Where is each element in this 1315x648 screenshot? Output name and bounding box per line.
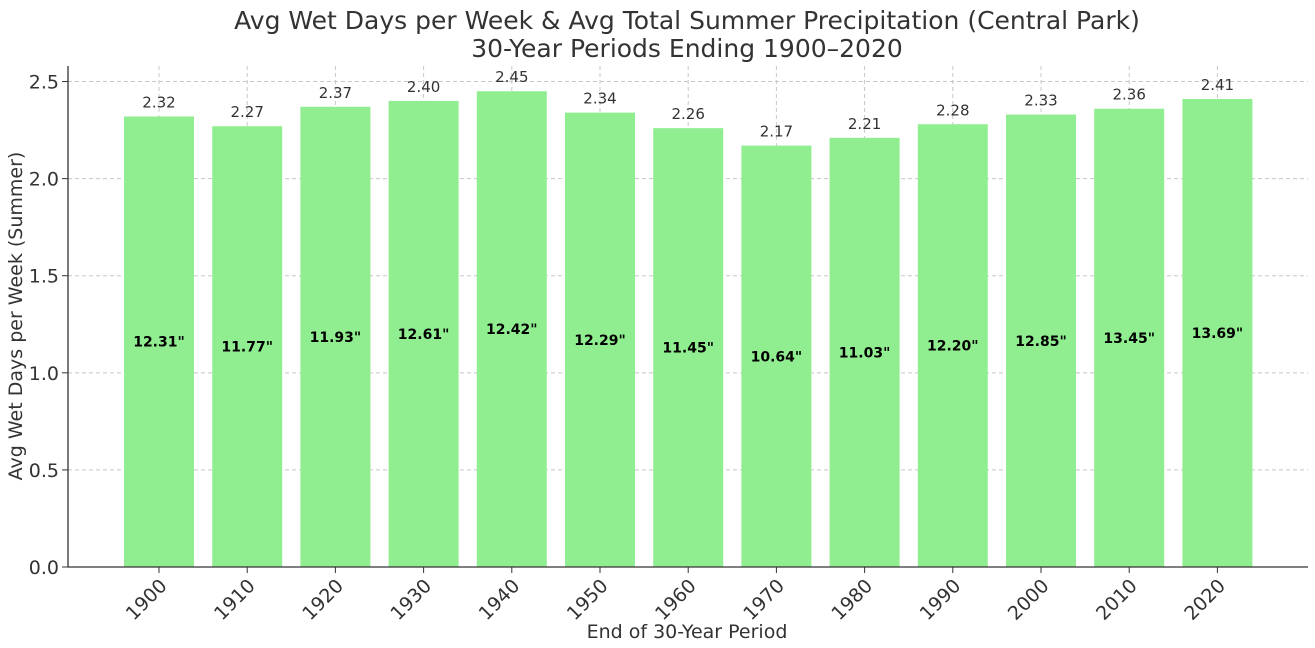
bar-precip-label: 12.20" — [927, 339, 979, 355]
bar-precip-label: 11.77" — [221, 340, 273, 356]
x-tick-label: 1990 — [916, 575, 966, 625]
bar-value-label: 2.40 — [407, 78, 440, 96]
bar — [653, 128, 724, 568]
bar-value-label: 2.45 — [495, 68, 528, 86]
bar-precip-label: 11.93" — [310, 330, 362, 346]
x-tick-label: 1900 — [122, 575, 172, 625]
chart-title: Avg Wet Days per Week & Avg Total Summer… — [234, 6, 1140, 35]
bar — [388, 100, 459, 567]
y-tick-label: 2.5 — [29, 72, 59, 94]
bar-precip-label: 12.29" — [574, 333, 626, 349]
bar — [212, 126, 283, 567]
y-tick-label: 1.0 — [29, 363, 59, 385]
bar-value-label: 2.37 — [319, 84, 352, 102]
x-tick-label: 2000 — [1004, 575, 1054, 625]
bar-precip-label: 10.64" — [751, 349, 803, 365]
bar-precip-label: 13.45" — [1103, 331, 1155, 347]
x-tick-label: 2020 — [1180, 575, 1230, 625]
x-tick-label: 1910 — [210, 575, 260, 625]
bar-labels: 2.32 12.31" 2.27 11.77" 2.37 11.93" 2.40 12.61"… — [133, 68, 1243, 365]
y-tick-label: 1.5 — [29, 266, 59, 288]
y-tick-label: 0.0 — [29, 557, 59, 579]
y-tick-label: 2.0 — [29, 169, 59, 191]
bars — [124, 91, 1253, 568]
bar — [124, 116, 194, 567]
bar — [565, 112, 635, 568]
bar — [1182, 99, 1253, 567]
x-tick-label: 1930 — [386, 575, 436, 625]
bar-value-label: 2.28 — [936, 101, 969, 119]
bar — [476, 91, 547, 567]
bar-precip-label: 12.42" — [486, 322, 538, 338]
x-tick-label: 1950 — [563, 575, 613, 625]
bar — [741, 145, 812, 567]
bar-value-label: 2.34 — [583, 90, 616, 108]
x-tick-label: 1960 — [651, 575, 701, 625]
y-tick-label: 0.5 — [29, 460, 59, 482]
bar-value-label: 2.33 — [1024, 92, 1057, 110]
x-tick-label: 1980 — [827, 575, 877, 625]
bar-value-label: 2.32 — [142, 93, 175, 111]
bar-precip-label: 12.85" — [1015, 334, 1067, 350]
chart-subtitle: 30-Year Periods Ending 1900–2020 — [471, 34, 903, 63]
x-tick-label: 2010 — [1092, 575, 1142, 625]
bar-precip-label: 11.45" — [662, 341, 714, 357]
x-axis-label: End of 30-Year Period — [587, 621, 788, 643]
bar-value-label: 2.27 — [230, 103, 263, 121]
bar-value-label: 2.21 — [848, 115, 881, 133]
bar — [829, 137, 900, 568]
bar — [917, 124, 988, 568]
bar-precip-label: 12.31" — [133, 335, 185, 351]
bar-value-label: 2.36 — [1112, 86, 1145, 104]
bar-precip-label: 13.69" — [1192, 326, 1244, 342]
x-tick-label: 1940 — [475, 575, 525, 625]
x-tick-label: 1920 — [298, 575, 348, 625]
x-tick-label: 1970 — [739, 575, 789, 625]
bar — [1094, 108, 1165, 567]
bar-precip-label: 11.03" — [839, 345, 891, 361]
bar — [1006, 114, 1076, 567]
bar-precip-label: 12.61" — [398, 327, 450, 343]
bar-value-label: 2.26 — [671, 105, 704, 123]
bar — [300, 106, 371, 568]
y-axis-label: Avg Wet Days per Week (Summer) — [5, 152, 27, 481]
bar-value-label: 2.17 — [760, 123, 793, 141]
bar-value-label: 2.41 — [1201, 76, 1234, 94]
